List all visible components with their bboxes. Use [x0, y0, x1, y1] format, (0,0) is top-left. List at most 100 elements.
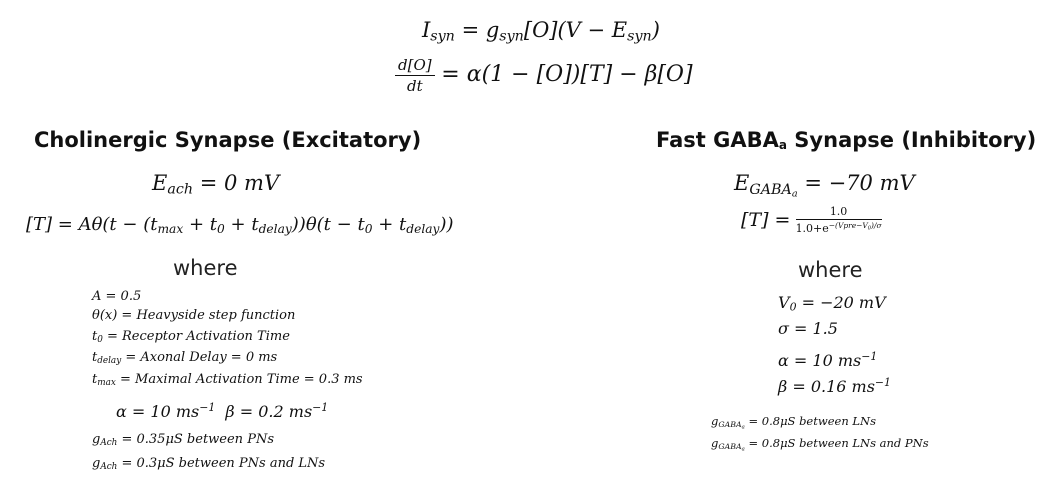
gaba-title: Fast GABAa Synapse (Inhibitory): [656, 128, 1036, 152]
alpha-ach: α = 10 ms: [116, 401, 200, 421]
g-ach-symbol-2: g: [92, 456, 101, 471]
g-gaba-sub-text: GABA: [718, 419, 742, 429]
sigmoid-exp-end: )/σ: [871, 221, 882, 230]
where-label-right: where: [798, 258, 863, 282]
t0-subscript: 0: [97, 335, 103, 346]
g-gaba-sub-text-2: GABA: [718, 441, 742, 451]
t-eq-sub-max: max: [157, 222, 184, 237]
tmax-subscript: max: [97, 378, 116, 389]
current-subscript: syn: [430, 28, 455, 45]
closing-paren: ): [651, 18, 660, 42]
reversal-subscript: syn: [627, 28, 652, 45]
g-gaba-ln-value: = 0.8μS between LNs: [744, 414, 876, 428]
beta-gaba: β = 0.16 ms: [778, 376, 875, 396]
driving-force-term: [O](V − E: [523, 18, 628, 42]
t-eq-sub-delay-b: delay: [406, 222, 440, 237]
g-gaba-symbol-2: g: [711, 436, 719, 450]
def-tdelay: tdelay = Axonal Delay = 0 ms: [92, 350, 277, 366]
tmax-definition: = Maximal Activation Time = 0.3 ms: [115, 372, 363, 387]
g-gaba-ln-pn: gGABAa = 0.8μS between LNs and PNs: [711, 436, 929, 452]
t-eq-part-f: )): [439, 214, 454, 235]
derivative-fraction: d[O] dt: [395, 56, 435, 95]
e-gaba-sub-text: GABA: [749, 181, 792, 198]
v0-symbol: V: [778, 293, 790, 312]
t0-symbol: t: [92, 329, 98, 344]
beta-gaba-exponent: −1: [874, 376, 891, 389]
v0-subscript: 0: [789, 300, 797, 314]
open-fraction-ode: d[O] dt = α(1 − [O])[T] − β[O]: [395, 56, 693, 95]
alpha-ach-exponent: −1: [199, 401, 216, 414]
derivative-numerator: d[O]: [395, 56, 435, 76]
alpha-gaba: α = 10 ms: [778, 350, 862, 370]
g-ach-pn-ln: gAch = 0.3μS between PNs and LNs: [92, 456, 325, 472]
e-gaba-symbol: E: [734, 171, 750, 195]
tdelay-subscript: delay: [97, 356, 122, 367]
g-ach-pn: gAch = 0.35μS between PNs: [92, 432, 274, 448]
tdelay-symbol: t: [92, 350, 98, 365]
rate-constants-ach: α = 10 ms−1 β = 0.2 ms−1: [116, 401, 328, 421]
v0-value: = −20 mV: [796, 293, 886, 312]
g-gaba-symbol: g: [711, 414, 719, 428]
transmitter-equation-ach: [T] = Aθ(t − (tmax + t0 + tdelay))θ(t − …: [26, 214, 454, 236]
t-eq-part-b: + t: [183, 214, 218, 235]
beta-ach: β = 0.2 ms: [225, 401, 313, 421]
sigmoid-exponent: −(Vpre−V0)/σ: [828, 221, 882, 232]
t-eq-part-c: + t: [224, 214, 259, 235]
def-sigma: σ = 1.5: [778, 319, 838, 338]
t-eq-sub-0b: 0: [364, 222, 373, 237]
e-ach-symbol: E: [152, 171, 168, 195]
e-gaba-subsub: a: [791, 187, 798, 199]
t-eq-sub-0: 0: [217, 222, 225, 237]
tdelay-definition: = Axonal Delay = 0 ms: [121, 350, 278, 365]
conductance-symbol: g: [485, 18, 500, 42]
tmax-symbol: t: [92, 372, 98, 387]
t-eq-sub-delay: delay: [258, 222, 292, 237]
e-gaba-equation: EGABAa = −70 mV: [734, 171, 915, 199]
sigmoid-denominator: 1.0+e−(Vpre−V0)/σ: [796, 220, 882, 235]
sigmoid-den-base: 1.0+e: [795, 222, 829, 236]
def-alpha-gaba: α = 10 ms−1: [778, 350, 877, 370]
t0-definition: = Receptor Activation Time: [102, 329, 290, 344]
cholinergic-title: Cholinergic Synapse (Excitatory): [34, 128, 422, 152]
g-ach-pn-ln-value: = 0.3μS between PNs and LNs: [117, 456, 326, 471]
def-beta-gaba: β = 0.16 ms−1: [778, 376, 891, 396]
g-gaba-ln: gGABAa = 0.8μS between LNs: [711, 414, 876, 430]
e-ach-equation: Each = 0 mV: [152, 171, 279, 198]
g-gaba-subscript-2: GABAa: [718, 441, 744, 452]
e-ach-value: = 0 mV: [199, 171, 280, 195]
current-symbol: I: [422, 18, 431, 42]
sigmoid-exp-a: −(Vpre−V: [828, 221, 868, 230]
def-v0: V0 = −20 mV: [778, 293, 886, 314]
sigmoid-fraction: 1.0 1.0+e−(Vpre−V0)/σ: [795, 205, 882, 235]
g-ach-subscript-2: Ach: [100, 462, 118, 473]
conductance-subscript: syn: [499, 28, 524, 45]
e-gaba-subscript: GABAa: [749, 181, 798, 199]
where-label-left: where: [173, 256, 238, 280]
def-a: A = 0.5: [92, 289, 142, 304]
t-eq-part-a: [T] = Aθ(t − (t: [26, 214, 158, 235]
beta-ach-exponent: −1: [312, 401, 329, 414]
t-gaba-lhs: [T] =: [741, 209, 791, 232]
def-tmax: tmax = Maximal Activation Time = 0.3 ms: [92, 372, 363, 388]
e-ach-subscript: ach: [167, 181, 194, 198]
e-gaba-value: = −70 mV: [804, 171, 915, 195]
gaba-title-subscript: a: [778, 138, 787, 152]
g-gaba-ln-pn-value: = 0.8μS between LNs and PNs: [744, 436, 929, 450]
def-t0: t0 = Receptor Activation Time: [92, 329, 290, 345]
sigmoid-numerator: 1.0: [795, 205, 882, 220]
g-gaba-subscript: GABAa: [718, 419, 745, 431]
synaptic-current-equation: Isyn = gsyn[O](V − Esyn): [422, 18, 660, 45]
derivative-denominator: dt: [406, 77, 423, 95]
g-gaba-subsub: a: [741, 424, 745, 431]
g-ach-symbol: g: [92, 432, 101, 447]
alpha-gaba-exponent: −1: [861, 350, 878, 363]
ode-rhs: = α(1 − [O])[T] − β[O]: [441, 62, 693, 87]
gaba-title-a: Fast GABA: [656, 128, 779, 152]
gaba-title-b: Synapse (Inhibitory): [787, 128, 1037, 152]
g-ach-pn-value: = 0.35μS between PNs: [117, 432, 274, 447]
def-theta: θ(x) = Heavyside step function: [92, 308, 296, 323]
sigmoid-exp-sub: 0: [867, 225, 872, 232]
g-ach-subscript: Ach: [100, 438, 118, 449]
t-eq-part-e: + t: [372, 214, 407, 235]
transmitter-equation-gaba: [T] = 1.0 1.0+e−(Vpre−V0)/σ: [741, 205, 882, 235]
